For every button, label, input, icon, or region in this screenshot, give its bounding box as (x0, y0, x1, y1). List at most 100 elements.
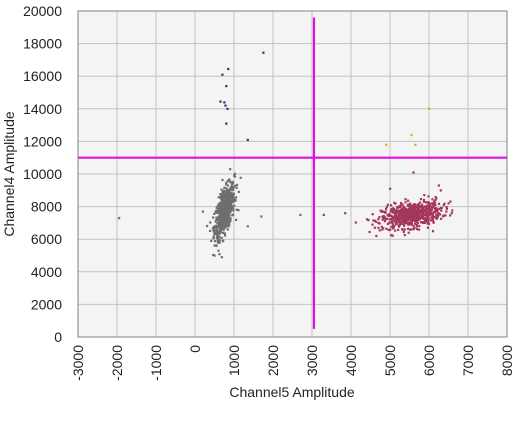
data-point (366, 218, 369, 221)
data-point (398, 215, 402, 218)
data-point (394, 222, 397, 225)
data-point (211, 226, 215, 230)
data-point (232, 193, 235, 196)
x-tick-label: -2000 (109, 345, 125, 381)
data-point (397, 209, 400, 212)
data-point (385, 208, 388, 211)
data-point (229, 204, 232, 207)
data-point (235, 218, 238, 221)
data-point (413, 218, 416, 221)
data-point (367, 219, 370, 222)
data-point (444, 214, 447, 217)
data-point (411, 215, 414, 218)
data-point (216, 229, 219, 232)
data-point (220, 214, 223, 217)
data-point (407, 221, 410, 224)
data-point (400, 204, 403, 207)
data-point (228, 194, 231, 197)
data-point (222, 201, 225, 204)
data-point (430, 216, 433, 219)
data-point (227, 209, 230, 212)
data-point (223, 232, 226, 235)
data-point (440, 217, 443, 220)
data-point (395, 209, 398, 212)
x-tick-label: 5000 (382, 345, 398, 376)
data-point (216, 217, 220, 220)
data-point (234, 184, 237, 187)
data-point (222, 212, 225, 215)
data-point (398, 225, 401, 228)
data-point (396, 221, 399, 224)
data-point (421, 207, 424, 210)
data-point (430, 213, 433, 216)
data-point (218, 207, 221, 210)
data-point (394, 212, 397, 215)
data-point (418, 211, 421, 214)
data-point (229, 209, 232, 213)
data-point (412, 224, 415, 228)
data-point (415, 213, 418, 216)
data-point (225, 224, 228, 227)
data-point (409, 214, 412, 217)
data-point (415, 223, 418, 226)
data-point (221, 196, 224, 199)
data-point (401, 228, 404, 231)
data-point (224, 208, 227, 211)
data-point (402, 215, 405, 218)
data-point (422, 211, 425, 215)
plot-border (77, 10, 508, 338)
data-point (212, 216, 215, 219)
y-tick-label: 6000 (31, 231, 62, 247)
data-point (230, 202, 233, 205)
data-point (403, 207, 406, 210)
data-point (220, 236, 223, 239)
data-point (229, 219, 232, 222)
data-point (220, 226, 223, 229)
data-point (226, 207, 229, 210)
data-point (401, 203, 404, 206)
data-point (407, 231, 410, 234)
data-point (400, 220, 403, 224)
data-point (391, 210, 395, 213)
data-point (400, 222, 403, 225)
data-point (404, 208, 407, 211)
data-point (215, 210, 218, 213)
data-point (414, 143, 417, 146)
data-point (436, 208, 439, 211)
data-point (216, 208, 219, 211)
data-point (383, 216, 386, 219)
data-point (219, 208, 223, 211)
x-tick-label: 6000 (421, 345, 437, 376)
data-point (404, 218, 408, 221)
data-point (235, 186, 238, 189)
data-point (423, 221, 426, 224)
data-point (416, 210, 420, 213)
data-point (219, 228, 222, 231)
data-point (435, 216, 438, 219)
data-point (416, 216, 419, 220)
data-point (389, 187, 392, 190)
data-point (226, 107, 229, 110)
data-point (233, 204, 236, 207)
data-point (218, 239, 221, 242)
data-point (224, 203, 227, 206)
data-point (442, 215, 445, 218)
data-point (391, 222, 394, 225)
data-point (226, 211, 229, 214)
data-point (421, 206, 424, 209)
data-point (226, 217, 229, 220)
data-point (246, 138, 249, 141)
data-point (415, 217, 418, 220)
data-point (411, 205, 414, 208)
y-tick-label: 2000 (31, 296, 62, 312)
data-point (396, 211, 399, 214)
data-point (230, 192, 234, 195)
data-point (226, 180, 229, 183)
data-point (437, 214, 440, 217)
data-point (215, 225, 218, 228)
data-point (409, 221, 412, 224)
data-point (216, 237, 219, 240)
data-point (425, 201, 428, 204)
data-point (439, 189, 442, 192)
data-point (413, 208, 416, 211)
